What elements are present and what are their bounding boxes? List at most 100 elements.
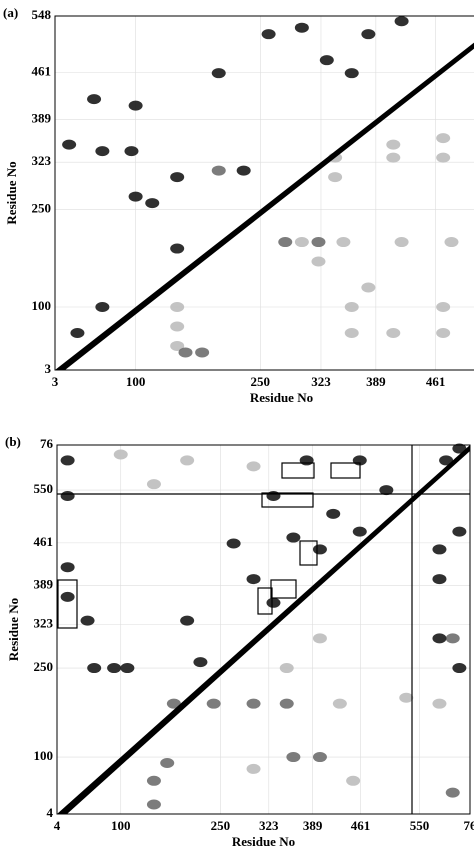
contact-point <box>95 146 110 157</box>
y-tick-label: 550 <box>34 481 54 496</box>
panel: (a)3100250323389461548310025032338946154… <box>3 5 474 405</box>
contact-point <box>87 94 102 105</box>
y-tick-label: 76 <box>40 436 54 451</box>
plots: (a)3100250323389461548310025032338946154… <box>3 5 474 849</box>
contact-point <box>432 544 447 555</box>
contact-point <box>294 22 309 33</box>
y-tick-label: 3 <box>45 361 52 376</box>
contact-point <box>278 237 293 248</box>
contact-point <box>170 321 185 332</box>
x-tick-label: 3 <box>52 374 59 389</box>
contact-point <box>60 562 75 573</box>
contact-point <box>445 787 460 798</box>
contact-point <box>193 657 208 668</box>
contact-point <box>432 698 447 709</box>
panel-title: (a) <box>3 5 18 20</box>
contact-point <box>452 526 467 537</box>
contact-point <box>436 327 451 338</box>
contact-point <box>60 491 75 502</box>
highlight-box <box>330 462 361 479</box>
y-tick-label: 461 <box>34 534 54 549</box>
contact-point <box>399 692 414 703</box>
contact-point <box>394 16 409 27</box>
y-tick-label: 250 <box>32 201 52 216</box>
panel-title: (b) <box>5 434 21 449</box>
plot-frame <box>54 15 474 371</box>
y-tick-label: 389 <box>32 110 52 125</box>
contact-point <box>432 574 447 585</box>
contact-point <box>170 340 185 351</box>
contact-point <box>170 301 185 312</box>
contact-point <box>124 146 139 157</box>
contact-point <box>286 752 301 763</box>
contact-point <box>361 29 376 40</box>
contact-point <box>299 455 314 466</box>
contact-point <box>386 139 401 150</box>
contact-point <box>394 237 409 248</box>
highlight-box <box>270 579 297 599</box>
contact-point <box>113 449 128 460</box>
contact-point <box>436 301 451 312</box>
contact-point <box>452 663 467 674</box>
contact-point <box>352 526 367 537</box>
highlight-box <box>299 540 318 566</box>
contact-point <box>312 544 327 555</box>
contact-point <box>379 485 394 496</box>
y-tick-label: 100 <box>32 298 52 313</box>
contact-point <box>246 698 261 709</box>
contact-point <box>211 165 226 176</box>
contact-point <box>195 347 210 358</box>
contact-point <box>80 615 95 626</box>
highlight-box <box>281 462 315 479</box>
y-tick-label: 100 <box>34 748 54 763</box>
contact-point <box>436 152 451 163</box>
highlight-box <box>257 587 273 615</box>
contact-point <box>386 152 401 163</box>
x-axis-label: Residue No <box>250 390 313 405</box>
contact-point <box>432 633 447 644</box>
contact-point <box>146 479 161 490</box>
contact-point <box>436 133 451 144</box>
y-tick-label: 323 <box>32 153 52 168</box>
contact-point <box>160 757 175 768</box>
y-tick-label: 389 <box>34 577 54 592</box>
x-tick-label: 389 <box>366 374 386 389</box>
contact-point <box>60 591 75 602</box>
contact-point <box>166 698 181 709</box>
x-tick-label: 250 <box>251 374 271 389</box>
contact-point <box>344 301 359 312</box>
contact-point <box>178 347 193 358</box>
contact-point <box>326 508 341 519</box>
contact-point <box>246 461 261 472</box>
contact-point <box>146 799 161 810</box>
contact-point <box>346 775 361 786</box>
contact-point <box>128 191 143 202</box>
contact-point <box>319 55 334 66</box>
y-axis-label: Residue No <box>4 161 19 224</box>
y-tick-label: 548 <box>32 7 52 22</box>
contact-point <box>120 663 135 674</box>
contact-point <box>439 455 454 466</box>
contact-point <box>445 633 460 644</box>
contact-point <box>279 698 294 709</box>
x-tick-label: 100 <box>111 818 131 833</box>
contact-point <box>294 237 309 248</box>
y-axis-label: Residue No <box>6 598 21 661</box>
contact-point <box>128 100 143 111</box>
contact-point <box>226 538 241 549</box>
contact-point <box>246 574 261 585</box>
panel: (b) 4 100 250 323 389 461 550 76 4 100 250 323 389 461… <box>5 434 474 849</box>
contact-point <box>361 282 376 293</box>
contact-point <box>107 663 122 674</box>
contact-point <box>444 237 459 248</box>
x-tick-label: 550 <box>410 818 430 833</box>
contact-point <box>311 256 326 267</box>
contact-point <box>344 68 359 79</box>
contact-point <box>170 172 185 183</box>
contact-point <box>87 663 102 674</box>
contact-point <box>146 775 161 786</box>
diagonal-band <box>55 42 474 370</box>
contact-point <box>246 763 261 774</box>
